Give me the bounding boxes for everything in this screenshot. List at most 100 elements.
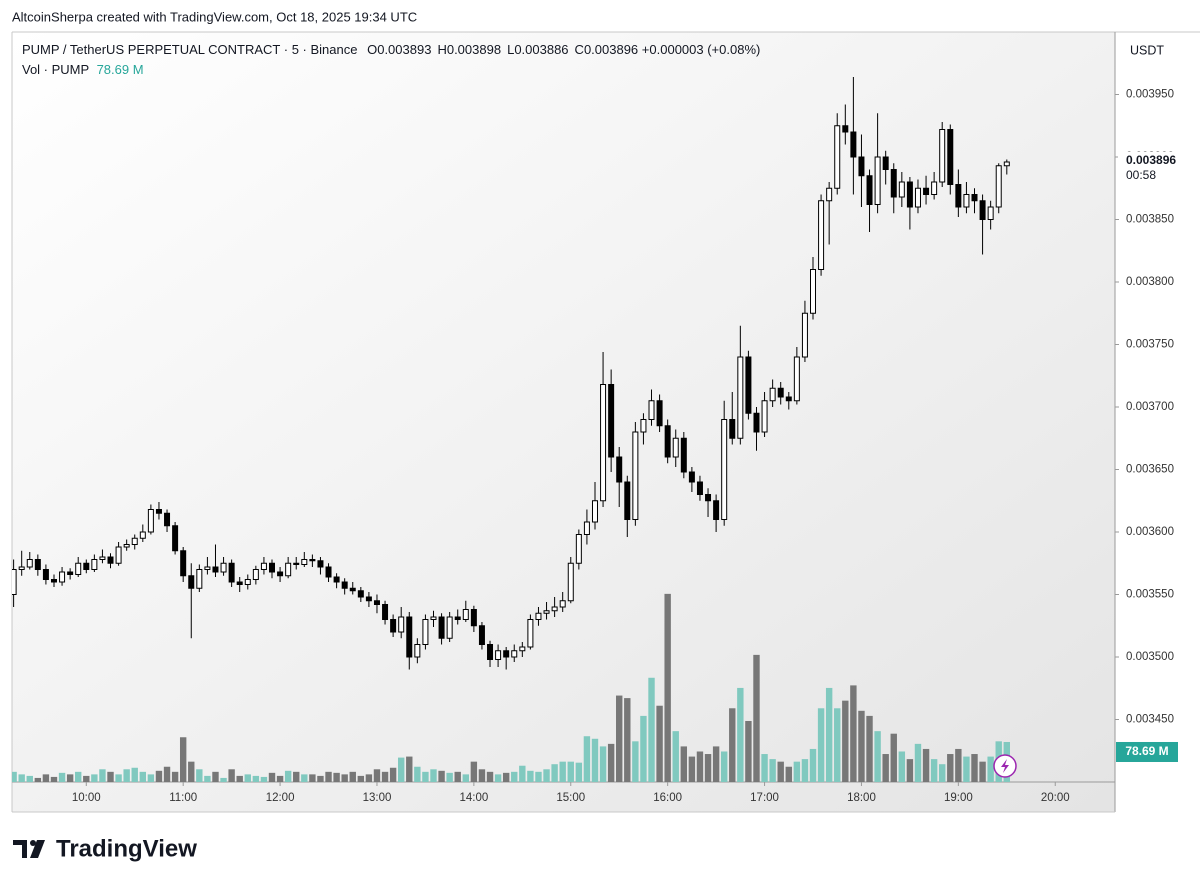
- candle-body: [906, 181, 913, 208]
- volume-bar: [607, 743, 615, 782]
- candle-body: [616, 456, 623, 483]
- candle-body: [99, 556, 106, 560]
- logo-mark: [13, 840, 27, 858]
- volume-bar: [244, 774, 251, 782]
- candle-body: [858, 156, 865, 177]
- candle-body: [608, 384, 615, 458]
- candle-body: [713, 500, 720, 520]
- volume-bar: [99, 769, 106, 782]
- volume-bar: [511, 771, 518, 782]
- last-volume-box: [1116, 741, 1178, 762]
- volume-bar: [922, 748, 930, 782]
- candle-body: [454, 616, 461, 620]
- volume-bar: [656, 705, 663, 782]
- volume-bar: [228, 769, 235, 782]
- candle-body: [414, 644, 421, 658]
- x-tick-label: 17:00: [750, 792, 779, 804]
- volume-bar: [834, 708, 841, 782]
- volume-bar: [543, 769, 550, 782]
- candle-body: [834, 125, 841, 189]
- volume-bar: [712, 746, 720, 782]
- volume-bar: [793, 761, 801, 782]
- candle-body: [333, 576, 340, 583]
- volume-bar: [559, 761, 566, 782]
- x-tick-label: 13:00: [363, 792, 392, 804]
- candle-body: [285, 562, 292, 577]
- volume-bar: [66, 774, 74, 782]
- volume-bar: [131, 767, 138, 782]
- volume-bar: [825, 687, 833, 782]
- volume-bar: [42, 774, 50, 782]
- volume-bar: [188, 761, 195, 782]
- candle-body: [551, 606, 558, 612]
- volume-bar: [583, 736, 591, 782]
- candle-body: [244, 579, 251, 585]
- volume-bar: [430, 769, 437, 782]
- candle-body: [511, 650, 518, 658]
- candle-body: [826, 187, 833, 202]
- y-tick-label: 0.003700: [1126, 401, 1174, 413]
- y-tick-label: 0.003750: [1126, 339, 1174, 351]
- candle-body: [438, 616, 445, 639]
- volume-bar: [624, 698, 631, 782]
- volume-bar: [155, 770, 163, 782]
- y-tick-label: 0.003600: [1126, 526, 1174, 538]
- volume-bar: [75, 771, 82, 782]
- volume-bar: [688, 756, 696, 782]
- volume-bar: [204, 775, 211, 782]
- candle-body: [737, 356, 744, 439]
- x-tick-label: 18:00: [847, 792, 876, 804]
- candle-body: [632, 431, 639, 520]
- volume-bar: [761, 754, 768, 782]
- volume-bar: [18, 774, 25, 782]
- volume-bar: [147, 774, 155, 782]
- ohlc: O0.003893 H0.003898 L0.003886 C0.003896: [361, 42, 638, 57]
- attribution: AltcoinSherpa created with TradingView.c…: [12, 9, 417, 24]
- legend: PUMP / TetherUS PERPETUAL CONTRACT · 5 ·…: [22, 42, 760, 57]
- volume-bar: [462, 774, 469, 782]
- candle-body: [672, 437, 679, 458]
- volume-bar: [672, 731, 679, 782]
- volume-bar: [842, 700, 849, 782]
- volume-bar: [406, 756, 413, 782]
- candle-body: [406, 616, 413, 658]
- last-price-box: [1118, 152, 1188, 184]
- last-volume-label: 78.69 M: [1125, 744, 1168, 758]
- price-axis-area: [1115, 32, 1200, 812]
- candle-body: [947, 129, 954, 185]
- volume-bar: [567, 761, 574, 782]
- candle-body: [301, 559, 308, 565]
- volume-bar: [955, 748, 962, 782]
- volume-bar: [809, 748, 817, 782]
- candle-body: [107, 556, 114, 564]
- volume-bar: [801, 759, 809, 782]
- candle-body: [75, 562, 82, 575]
- volume-bar: [898, 751, 906, 782]
- volume-bar: [745, 720, 752, 782]
- candle-body: [59, 571, 66, 583]
- candle-body: [624, 481, 631, 520]
- volume-bar: [535, 771, 542, 782]
- volume-bar: [470, 761, 478, 782]
- volume-bar: [591, 738, 599, 782]
- ohlc-value: 0.003893: [377, 42, 432, 57]
- candle-body: [810, 269, 817, 314]
- volume-bar: [373, 769, 381, 782]
- candle-body: [398, 616, 405, 633]
- candle-body: [139, 531, 146, 539]
- candle-body: [196, 569, 203, 589]
- candle-body: [446, 616, 453, 639]
- candle-body: [341, 581, 348, 589]
- ohlc-value: 0.003886: [514, 42, 569, 57]
- volume-bar: [220, 777, 227, 782]
- candle-body: [882, 156, 889, 170]
- candle-body: [155, 509, 162, 514]
- volume-bar: [196, 769, 203, 782]
- plot: [12, 77, 1010, 782]
- candle-body: [987, 206, 994, 220]
- volume-bar: [890, 733, 897, 782]
- candle-body: [850, 131, 857, 158]
- candle-body: [914, 187, 921, 208]
- candle-body: [164, 512, 171, 527]
- candle-body: [656, 400, 663, 427]
